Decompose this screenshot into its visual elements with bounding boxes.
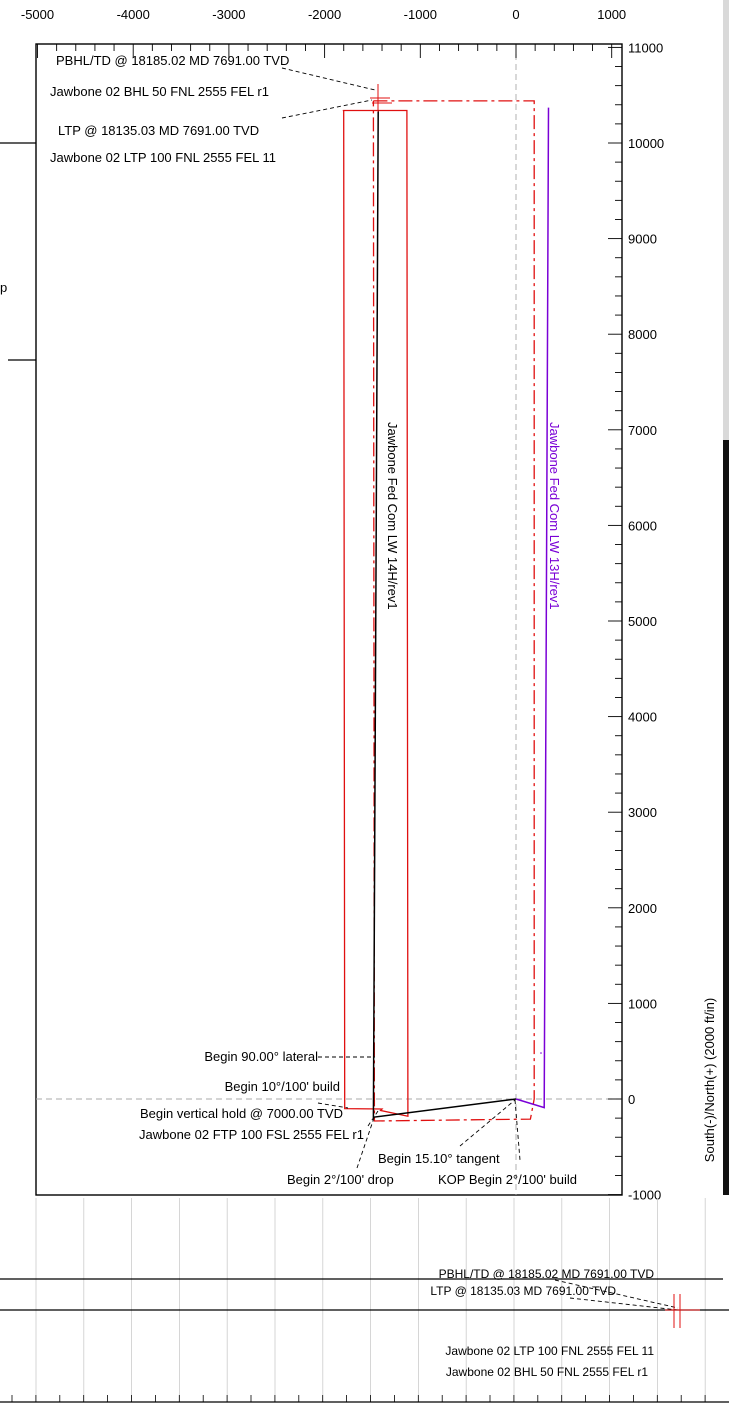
y-tick-label: 6000 — [628, 518, 657, 533]
annotation-vertical-hold: Begin vertical hold @ 7000.00 TVD — [140, 1106, 343, 1121]
y-tick-label: 4000 — [628, 710, 657, 725]
annotation-lateral: Begin 90.00° lateral — [204, 1049, 318, 1064]
annotation-pbhl: PBHL/TD @ 18185.02 MD 7691.00 TVD — [56, 53, 289, 68]
lower-annotation-pbhl: PBHL/TD @ 18185.02 MD 7691.00 TVD — [439, 1267, 655, 1281]
annotation-leaders — [281, 67, 521, 1169]
annotation-build: Begin 10°/100' build — [225, 1079, 340, 1094]
lease-boundaries — [342, 100, 535, 1122]
wellpath-13h — [515, 107, 550, 1109]
y-axis-label: South(-)/North(+) (2000 ft/in) — [702, 998, 717, 1162]
x-tick-label: -1000 — [404, 7, 437, 22]
lower-annotation-ltp-name: Jawbone 02 LTP 100 FNL 2555 FEL 11 — [445, 1344, 654, 1358]
y-tick-label: 8000 — [628, 327, 657, 342]
x-tick-label: -5000 — [21, 7, 54, 22]
y-tick-label: 2000 — [628, 901, 657, 916]
right-edge-strip — [723, 0, 729, 1195]
y-tick-label: 11000 — [628, 40, 663, 55]
series-label-14h: Jawbone Fed Com LW 14H/rev1 — [385, 422, 400, 610]
annotation-ltp: LTP @ 18135.03 MD 7691.00 TVD — [58, 123, 259, 138]
x-tick-label: -2000 — [308, 7, 341, 22]
y-tick-label: 9000 — [628, 232, 657, 247]
bhl-marker — [370, 84, 392, 112]
y-tick-label: 5000 — [628, 614, 657, 629]
annotation-bhl: Jawbone 02 BHL 50 FNL 2555 FEL r1 — [50, 84, 269, 99]
origin-crosshair — [36, 44, 622, 1195]
wellpaths — [372, 107, 550, 1119]
annotations: PBHL/TD @ 18185.02 MD 7691.00 TVD Jawbon… — [50, 53, 577, 1187]
lower-annotation-bhl: Jawbone 02 BHL 50 FNL 2555 FEL r1 — [446, 1365, 648, 1379]
y-axis-ticks: 11000 10000 9000 8000 7000 6000 5000 400… — [608, 40, 664, 1203]
lease-boundary — [342, 109, 409, 1117]
y-tick-label: 10000 — [628, 136, 664, 151]
annotation-tangent: Begin 15.10° tangent — [378, 1151, 500, 1166]
annotation-drop: Begin 2°/100' drop — [287, 1172, 394, 1187]
plot-frame — [35, 43, 623, 1196]
series-label-13h: Jawbone Fed Com LW 13H/rev1 — [547, 422, 562, 610]
y-tick-label: -1000 — [628, 1188, 661, 1203]
y-tick-label: 1000 — [628, 996, 657, 1011]
x-tick-label: 0 — [512, 7, 519, 22]
purple-marker — [540, 1052, 542, 1054]
setback-boundary — [372, 100, 535, 1122]
left-cut-label: p — [0, 280, 7, 295]
annotation-ltp-name: Jawbone 02 LTP 100 FNL 2555 FEL 11 — [50, 150, 276, 165]
x-tick-label: -4000 — [117, 7, 150, 22]
y-tick-label: 0 — [628, 1092, 635, 1107]
left-panel-fragments: p — [0, 142, 36, 361]
annotation-ftp: Jawbone 02 FTP 100 FSL 2555 FEL r1 — [139, 1127, 364, 1142]
lower-panel: PBHL/TD @ 18185.02 MD 7691.00 TVD LTP @ … — [0, 1198, 729, 1403]
wellpath-14h — [372, 110, 517, 1119]
x-tick-label: -3000 — [212, 7, 245, 22]
x-axis-ticks: -5000 -4000 -3000 -2000 -1000 0 1000 — [21, 7, 626, 58]
y-tick-label: 7000 — [628, 423, 657, 438]
lower-annotation-ltp: LTP @ 18135.03 MD 7691.00 TVD — [430, 1284, 616, 1298]
x-tick-label: 1000 — [597, 7, 626, 22]
y-tick-label: 3000 — [628, 805, 657, 820]
annotation-kop: KOP Begin 2°/100' build — [438, 1172, 577, 1187]
